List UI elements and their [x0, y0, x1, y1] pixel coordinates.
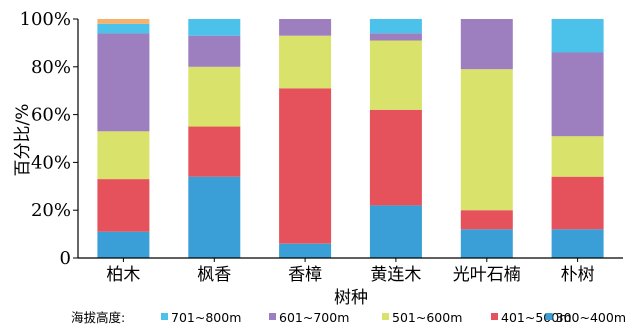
y-tick-label: 0 [60, 248, 71, 269]
x-axis-title: 树种 [334, 288, 368, 308]
y-tick-label: 60% [31, 105, 71, 126]
bar-segment [551, 229, 604, 258]
y-tick-label: 20% [31, 200, 71, 221]
x-tick-label: 黄连木 [370, 265, 421, 285]
bar-segment [551, 176, 604, 230]
legend: 海拔高度: 701~800m 601~700m 501~600m 401~500m30… [71, 310, 626, 325]
y-tick-label: 100% [20, 9, 71, 30]
bar-segment [279, 35, 332, 89]
bar-segment [188, 66, 241, 127]
bar-segment [188, 176, 241, 258]
bar-segment [551, 136, 604, 177]
bar-segment [97, 19, 150, 24]
bar-segment [551, 52, 604, 137]
legend-label: 300~400m [556, 310, 626, 325]
legend-label: 701~800m [171, 310, 241, 325]
legend-swatch [161, 313, 168, 320]
x-tick-label: 香樟 [288, 265, 322, 285]
bar-segment [97, 23, 150, 34]
plot-area [97, 19, 604, 258]
legend-label: 401~500m [501, 310, 571, 325]
legend-swatch [545, 313, 553, 320]
y-tick-label: 80% [31, 57, 71, 78]
bar-segment [188, 19, 241, 36]
bar-segment [460, 69, 513, 211]
x-tick-label: 枫香 [197, 265, 231, 285]
bar-segment [369, 33, 422, 41]
bar-segment [369, 40, 422, 110]
bar-segment [279, 19, 332, 36]
bar-segment [188, 35, 241, 67]
x-tick-label: 光叶石楠 [453, 265, 521, 285]
bar-segment [279, 243, 332, 258]
bar-segment [97, 179, 150, 232]
bar-segment [97, 33, 150, 132]
bar-segment [97, 231, 150, 258]
bar-segment [369, 205, 422, 258]
bar-segment [460, 229, 513, 258]
y-axis: 0 20% 40% 60% 80% 100% [20, 9, 79, 269]
legend-title: 海拔高度: [71, 310, 125, 325]
legend-swatch [491, 313, 498, 320]
y-tick-label: 40% [31, 152, 71, 173]
legend-swatch [382, 313, 389, 320]
bar-segment [551, 19, 604, 53]
x-tick-label: 朴树 [561, 265, 595, 285]
bar-segment [97, 131, 150, 180]
x-tick-label: 柏木 [106, 265, 140, 285]
legend-swatch [269, 313, 276, 320]
legend-label: 601~700m [279, 310, 349, 325]
bar-segment [279, 88, 332, 244]
bar-segment [188, 126, 241, 177]
bar-segment [460, 19, 513, 70]
x-axis: 柏木 枫香 香樟 黄连木 光叶石楠 朴树 [78, 257, 623, 285]
bar-segment [369, 19, 422, 34]
y-axis-title: 百分比/% [13, 104, 33, 177]
bar-segment [460, 210, 513, 230]
legend-label: 501~600m [392, 310, 462, 325]
bar-segment [369, 109, 422, 206]
